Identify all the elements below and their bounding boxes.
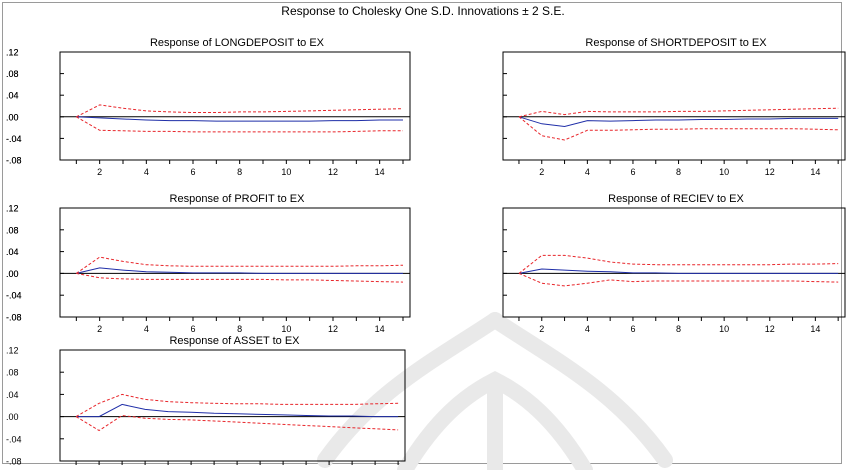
x-tick-label: 4 [585, 324, 590, 334]
x-tick-label: 14 [375, 324, 385, 334]
y-tick-label: .12 [6, 48, 19, 58]
plot-frame [59, 349, 406, 462]
x-tick-label: 8 [237, 324, 242, 334]
figure-frame [2, 2, 842, 464]
upper-band-line [76, 256, 404, 274]
response-line [518, 268, 839, 274]
y-tick-label: -.04 [6, 291, 22, 301]
y-tick-label: .04 [6, 91, 19, 101]
x-tick-label: 2 [539, 167, 544, 177]
x-tick-label: 10 [719, 324, 729, 334]
y-tick-label: .08 [6, 368, 19, 378]
x-tick-label: 10 [281, 167, 291, 177]
x-tick-label: 14 [810, 324, 820, 334]
x-tick-label: 12 [765, 167, 775, 177]
chart-title: Response of PROFIT to EX [170, 193, 306, 205]
plot-frame [502, 51, 846, 161]
lower-band-line [75, 414, 399, 432]
y-tick-label: .04 [6, 247, 19, 257]
x-tick-label: 12 [328, 324, 338, 334]
x-tick-label: 12 [765, 324, 775, 334]
watermark-logo [317, 312, 673, 470]
y-tick-label: -.08 [6, 457, 22, 467]
x-tick-label: 14 [375, 167, 385, 177]
y-tick-label: .12 [6, 204, 19, 214]
chart-title: Response of ASSET to EX [169, 335, 300, 347]
lower-band-line [76, 272, 404, 283]
upper-band-line [518, 107, 839, 118]
y-tick-label: -.04 [6, 134, 22, 144]
lower-band-line [518, 272, 839, 287]
y-tick-label: -.04 [6, 291, 22, 301]
x-tick-label: 10 [719, 167, 729, 177]
y-tick-label: .12 [6, 346, 19, 356]
x-tick-label: 2 [97, 324, 102, 334]
response-line [518, 116, 839, 128]
y-tick-label: .08 [6, 225, 19, 235]
x-tick-label: 8 [676, 324, 681, 334]
chart-shortdeposit: Response of SHORTDEPOSIT to EX .12 .08 .04.… [6, 37, 846, 177]
lower-band-line [518, 116, 839, 141]
y-tick-label: -.08 [6, 156, 22, 166]
upper-band-line [76, 104, 404, 118]
y-tick-label: .00 [6, 112, 19, 122]
y-tick-label: .12 [6, 204, 19, 214]
y-tick-label: -.08 [6, 156, 22, 166]
x-tick-label: 14 [810, 167, 820, 177]
y-tick-label: .08 [6, 69, 19, 79]
x-tick-label: 2 [97, 167, 102, 177]
plot-frame [59, 51, 411, 161]
lower-band-line [76, 116, 403, 133]
response-line [76, 116, 403, 122]
y-tick-label: -.08 [6, 313, 22, 323]
y-tick-label: .12 [6, 48, 19, 58]
chart-title: Response of RECIEV to EX [608, 193, 744, 205]
chart-longdeposit: Response of LONGDEPOSIT to EX .12 .08 .04 .0… [6, 37, 411, 177]
x-tick-label: 8 [237, 167, 242, 177]
x-tick-label: 12 [328, 167, 338, 177]
x-tick-label: 4 [144, 324, 149, 334]
x-tick-label: 2 [539, 324, 544, 334]
y-tick-label: -.04 [6, 434, 22, 444]
x-tick-label: 6 [630, 167, 635, 177]
x-tick-label: 6 [190, 167, 195, 177]
y-tick-label: .00 [6, 112, 19, 122]
chart-title: Response of LONGDEPOSIT to EX [150, 37, 325, 49]
y-tick-label: .04 [6, 390, 19, 400]
figure-title: Response to Cholesky One S.D. Innovation… [281, 4, 565, 18]
x-tick-label: 6 [630, 324, 635, 334]
y-tick-label: -.04 [6, 134, 22, 144]
chart-profit: Response of PROFIT to EX .12 .08 .04 .00 -.04… [6, 193, 411, 334]
response-line [76, 403, 399, 418]
x-tick-label: 6 [190, 324, 195, 334]
x-tick-label: 4 [144, 167, 149, 177]
plot-frame [59, 207, 411, 318]
x-tick-label: 8 [676, 167, 681, 177]
x-tick-label: 10 [281, 324, 291, 334]
upper-band-line [75, 393, 399, 418]
y-tick-label: .08 [6, 225, 19, 235]
chart-title: Response of SHORTDEPOSIT to EX [585, 37, 767, 49]
y-tick-label: .00 [6, 269, 19, 279]
upper-band-line [518, 254, 839, 274]
y-tick-label: .00 [6, 412, 19, 422]
chart-asset: Response of ASSET to EX .12 .08 .04 .00 -.04 -… [6, 335, 406, 467]
y-tick-label: .00 [6, 269, 19, 279]
x-tick-label: 4 [585, 167, 590, 177]
response-line [76, 267, 403, 274]
y-tick-label: -.08 [6, 313, 22, 323]
plot-frame [502, 207, 846, 318]
y-tick-label: .08 [6, 69, 19, 79]
y-tick-label: .04 [6, 91, 19, 101]
chart-reciev: Response of RECIEV to EX .12 .08 .04 .00 -.04… [6, 193, 846, 334]
y-tick-label: .04 [6, 247, 19, 257]
